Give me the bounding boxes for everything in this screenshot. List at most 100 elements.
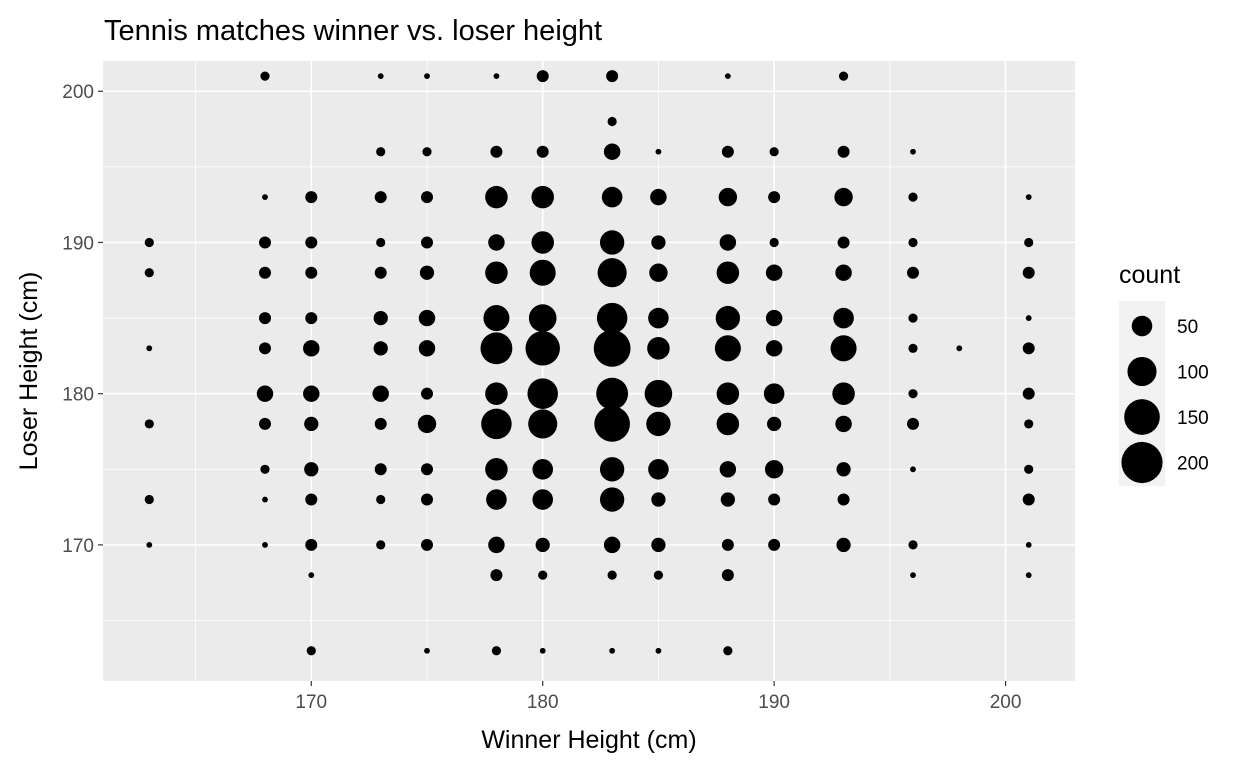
data-point xyxy=(374,341,388,355)
data-point xyxy=(651,235,665,249)
data-point xyxy=(768,539,780,551)
data-point xyxy=(419,340,435,356)
x-tick-label: 200 xyxy=(990,692,1022,713)
y-tick-label: 180 xyxy=(62,385,94,406)
data-point xyxy=(834,188,852,206)
data-point xyxy=(530,260,556,286)
data-point xyxy=(1024,465,1033,474)
data-point xyxy=(1026,542,1032,548)
data-point xyxy=(836,462,850,476)
data-point xyxy=(262,194,268,200)
y-axis-title: Loser Height (cm) xyxy=(15,272,43,471)
data-point xyxy=(1026,315,1032,321)
data-point xyxy=(421,236,433,248)
data-point xyxy=(421,463,433,475)
data-point xyxy=(600,457,624,481)
data-point xyxy=(259,418,271,430)
data-point xyxy=(145,268,154,277)
legend-key-50 xyxy=(1132,316,1153,337)
data-point xyxy=(720,461,736,477)
data-point xyxy=(532,459,553,480)
data-point xyxy=(594,406,630,442)
data-point xyxy=(259,342,271,354)
y-tick-label: 200 xyxy=(62,82,94,103)
data-point xyxy=(907,267,919,279)
data-point xyxy=(421,494,433,506)
data-point xyxy=(600,487,624,511)
data-point xyxy=(262,542,268,548)
data-point xyxy=(833,308,854,329)
data-point xyxy=(910,572,916,578)
data-point xyxy=(646,412,670,436)
x-axis: 170 180 190 200 xyxy=(295,681,1021,713)
data-point xyxy=(483,305,509,331)
data-point xyxy=(259,267,271,279)
data-point xyxy=(654,571,663,580)
data-point xyxy=(485,186,508,209)
data-point xyxy=(419,310,435,326)
data-point xyxy=(719,188,737,206)
data-point xyxy=(604,537,620,553)
data-point xyxy=(485,458,508,481)
data-point xyxy=(767,417,781,431)
data-point xyxy=(722,569,734,581)
data-point xyxy=(835,264,851,280)
data-point xyxy=(831,335,857,361)
data-point xyxy=(715,335,741,361)
data-point xyxy=(481,409,512,440)
data-point xyxy=(597,303,628,334)
data-point xyxy=(908,238,917,247)
data-point xyxy=(908,389,917,398)
size-legend: count 50 100 150 200 xyxy=(1119,261,1209,486)
legend-label-100: 100 xyxy=(1177,363,1209,384)
data-point xyxy=(303,385,319,401)
data-point xyxy=(832,382,855,405)
data-point xyxy=(594,330,631,367)
data-point xyxy=(721,492,735,506)
x-tick-label: 180 xyxy=(527,692,559,713)
data-point xyxy=(1023,494,1035,506)
x-tick-label: 190 xyxy=(758,692,790,713)
plot-panel xyxy=(103,61,1075,681)
data-point xyxy=(717,382,740,405)
data-point xyxy=(375,267,387,279)
data-point xyxy=(651,538,665,552)
data-point xyxy=(835,416,851,432)
data-point xyxy=(536,538,550,552)
data-point xyxy=(420,266,434,280)
data-point xyxy=(145,495,154,504)
data-point xyxy=(908,540,917,549)
data-point xyxy=(768,494,780,506)
data-point xyxy=(375,418,387,430)
data-point xyxy=(257,385,273,401)
data-point xyxy=(376,540,385,549)
data-point xyxy=(725,73,731,79)
data-point xyxy=(422,147,431,156)
data-point xyxy=(424,73,430,79)
data-point xyxy=(486,489,507,510)
data-point xyxy=(418,415,436,433)
data-point xyxy=(526,331,560,365)
data-point xyxy=(1023,342,1035,354)
legend-key-150 xyxy=(1124,399,1160,435)
data-point xyxy=(648,308,669,329)
data-point xyxy=(424,648,430,654)
data-point xyxy=(651,492,665,506)
data-point xyxy=(720,234,736,250)
data-point xyxy=(260,72,269,81)
data-point xyxy=(600,230,624,254)
data-point xyxy=(145,419,154,428)
data-point xyxy=(717,261,740,284)
data-point xyxy=(304,462,318,476)
data-point xyxy=(1023,388,1035,400)
x-axis-title: Winner Height (cm) xyxy=(481,726,696,754)
data-point xyxy=(768,191,780,203)
data-point xyxy=(421,191,433,203)
data-point xyxy=(305,267,317,279)
data-point xyxy=(908,344,917,353)
data-point xyxy=(723,646,732,655)
data-point xyxy=(485,261,508,284)
data-point xyxy=(907,418,919,430)
data-point xyxy=(765,460,783,478)
data-point xyxy=(146,542,152,548)
